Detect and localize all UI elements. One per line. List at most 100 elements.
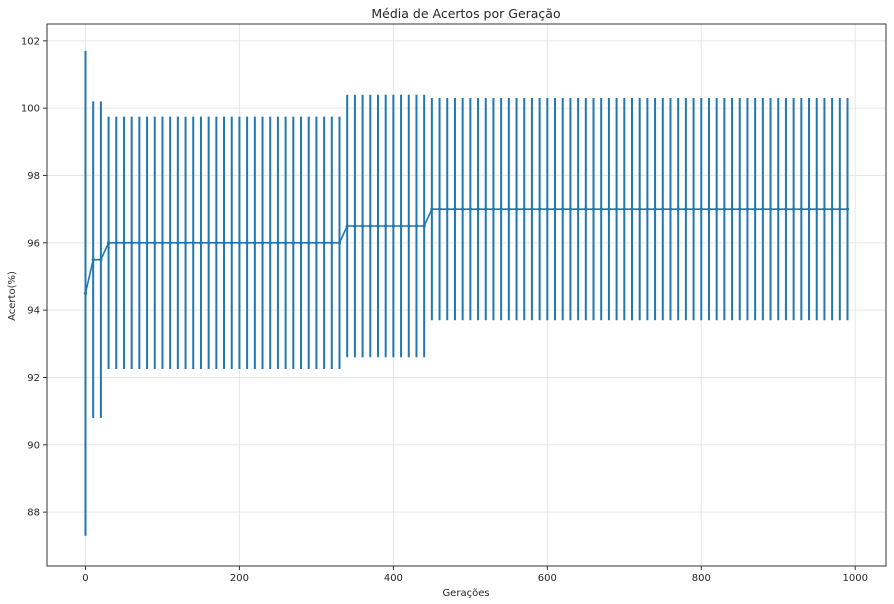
data-point xyxy=(268,241,272,245)
data-point xyxy=(722,207,726,211)
plot-frame xyxy=(46,23,887,567)
data-point xyxy=(399,224,403,228)
y-axis-ticks: 88 90 92 94 96 98 100 102 xyxy=(21,36,47,519)
data-point xyxy=(307,241,311,245)
data-point xyxy=(761,207,765,211)
data-point xyxy=(91,258,95,262)
data-point xyxy=(822,207,827,211)
data-point xyxy=(207,241,211,245)
data-point xyxy=(83,291,88,295)
data-point xyxy=(784,207,788,211)
y-tick-label: 98 xyxy=(27,171,40,182)
y-axis-label: Acerto(%) xyxy=(7,271,18,321)
data-point xyxy=(368,224,372,228)
data-point xyxy=(745,207,750,211)
data-point xyxy=(391,224,395,228)
data-point xyxy=(253,241,257,245)
data-point xyxy=(668,207,673,211)
data-point xyxy=(137,241,141,245)
data-point xyxy=(530,207,534,211)
data-point xyxy=(130,241,134,245)
data-point xyxy=(122,241,126,245)
data-point xyxy=(237,241,242,245)
mean-line xyxy=(84,208,848,294)
data-point xyxy=(568,207,573,211)
data-point xyxy=(738,207,742,211)
data-point xyxy=(607,207,611,211)
data-point xyxy=(645,207,649,211)
y-tick-label: 88 xyxy=(27,508,40,519)
data-point xyxy=(792,207,796,211)
data-point xyxy=(484,207,488,211)
data-point xyxy=(676,207,680,211)
data-point xyxy=(284,241,288,245)
data-point xyxy=(830,207,834,211)
data-point xyxy=(330,241,334,245)
x-tick-label: 800 xyxy=(692,573,711,584)
data-point xyxy=(614,207,619,211)
data-point xyxy=(553,207,557,211)
y-tick-label: 94 xyxy=(27,306,40,317)
data-point xyxy=(630,207,634,211)
data-point xyxy=(314,241,319,245)
data-point xyxy=(807,207,811,211)
data-point xyxy=(353,224,357,228)
data-point xyxy=(430,207,434,211)
data-point xyxy=(99,258,103,262)
data-point xyxy=(576,207,580,211)
x-tick-label: 0 xyxy=(82,573,88,584)
data-point xyxy=(191,241,195,245)
data-point xyxy=(768,207,773,211)
data-point xyxy=(561,207,565,211)
data-point xyxy=(522,207,526,211)
data-point xyxy=(468,207,472,211)
data-point xyxy=(276,241,280,245)
chart-title: Média de Acertos por Geração xyxy=(371,6,560,21)
data-point xyxy=(160,241,165,245)
data-point xyxy=(199,241,203,245)
data-point xyxy=(507,207,511,211)
data-point xyxy=(838,207,842,211)
data-point xyxy=(715,207,719,211)
data-point xyxy=(214,241,218,245)
data-point xyxy=(376,224,380,228)
data-point xyxy=(384,224,388,228)
data-point xyxy=(499,207,503,211)
x-tick-label: 1000 xyxy=(842,573,867,584)
data-point xyxy=(345,224,349,228)
x-tick-label: 600 xyxy=(538,573,557,584)
data-point xyxy=(114,241,118,245)
data-point xyxy=(222,241,226,245)
y-tick-label: 92 xyxy=(27,373,40,384)
data-point xyxy=(461,207,465,211)
data-point xyxy=(776,207,780,211)
data-point xyxy=(153,241,157,245)
data-point xyxy=(653,207,657,211)
data-point xyxy=(145,241,149,245)
x-tick-label: 400 xyxy=(384,573,403,584)
data-point xyxy=(445,207,449,211)
data-point xyxy=(599,207,603,211)
data-point xyxy=(453,207,457,211)
y-tick-label: 96 xyxy=(27,238,40,249)
x-axis-ticks: 0 200 400 600 800 1000 xyxy=(82,566,868,584)
data-point xyxy=(545,207,549,211)
y-tick-label: 90 xyxy=(27,440,40,451)
data-point xyxy=(591,207,596,211)
data-point xyxy=(661,207,665,211)
data-point xyxy=(622,207,626,211)
data-point xyxy=(299,241,303,245)
data-point xyxy=(260,241,265,245)
y-tick-label: 100 xyxy=(21,104,40,115)
data-point xyxy=(707,207,711,211)
data-point xyxy=(106,241,111,245)
data-point xyxy=(230,241,234,245)
data-point xyxy=(538,207,542,211)
data-point xyxy=(638,207,642,211)
x-tick-label: 200 xyxy=(230,573,249,584)
data-point xyxy=(176,241,180,245)
data-point xyxy=(168,241,172,245)
data-point xyxy=(699,207,703,211)
data-point xyxy=(845,207,850,211)
